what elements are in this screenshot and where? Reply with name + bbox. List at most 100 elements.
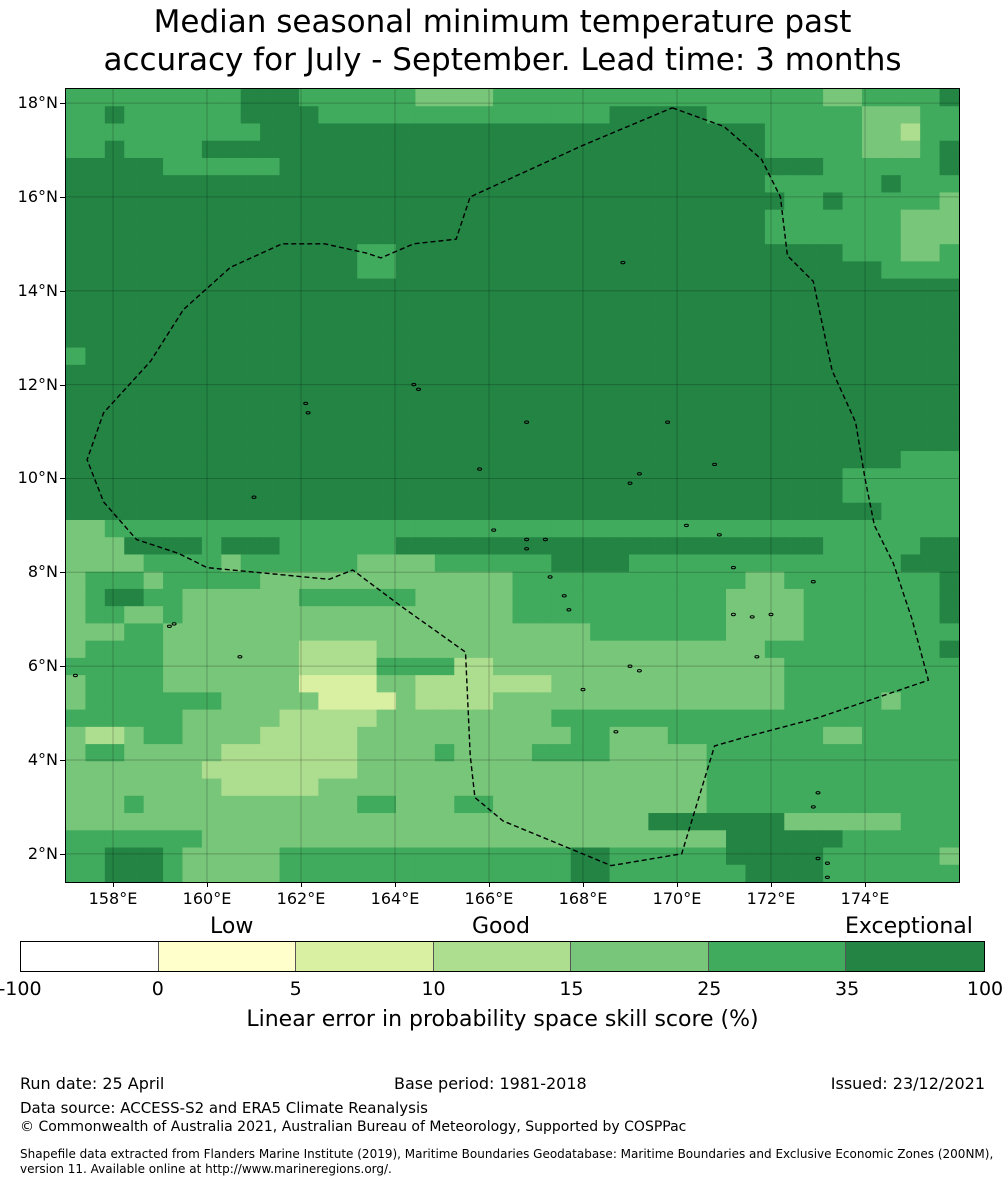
skill-cell [357,399,378,418]
skill-cell [628,106,649,125]
skill-cell [337,623,358,642]
skill-cell [240,347,261,366]
skill-cell [357,795,378,814]
skill-cell [881,261,902,280]
skill-cell [260,519,281,538]
skill-cell [726,502,747,521]
skill-cell [745,778,766,797]
skill-cell [861,778,882,797]
skill-cell [221,175,242,194]
skill-cell [861,106,882,125]
skill-cell [182,347,203,366]
skill-cell [745,744,766,762]
skill-cell [764,278,785,297]
skill-cell [764,830,785,849]
skill-cell [570,451,591,469]
skill-cell [531,813,552,831]
skill-cell [260,675,281,693]
skill-cell [881,364,902,383]
skill-cell [337,726,358,745]
skill-cell [881,537,902,556]
skill-cell [881,226,902,245]
skill-cell [706,226,727,245]
skill-cell [628,175,649,194]
skill-cell [745,192,766,211]
skill-cell [706,675,727,693]
skill-cell [706,175,727,194]
skill-cell [240,209,261,228]
skill-cell [939,123,959,142]
skill-cell [85,657,106,676]
skill-cell [298,451,319,469]
skill-cell [279,399,300,418]
latitude-tick [60,760,66,761]
skill-cell [298,744,319,762]
skill-cell [415,571,436,590]
skill-cell [163,502,184,521]
skill-cell [434,606,455,625]
island-outline [730,612,736,617]
skill-cell [920,451,941,469]
skill-cell [687,364,708,383]
skill-cell [415,588,436,607]
skill-cell [900,209,921,228]
skill-cell [143,744,164,762]
skill-cell [628,364,649,383]
skill-cell [357,519,378,538]
skill-cell [357,554,378,573]
skill-cell [182,554,203,573]
skill-cell [726,226,747,245]
skill-cell [628,847,649,866]
skill-cell [318,295,339,314]
skill-cell [648,502,669,521]
skill-cell [221,313,242,331]
skill-cell [396,795,417,814]
skill-cell [85,399,106,418]
skill-cell [66,382,87,400]
skill-cell [861,192,882,211]
skill-cell [221,830,242,849]
skill-cell [182,209,203,228]
skill-cell [124,657,145,676]
skill-cell [881,244,902,262]
skill-cell [337,261,358,280]
skill-cell [512,192,533,211]
skill-cell [279,606,300,625]
skill-cell [861,864,882,882]
skill-cell [784,692,805,711]
skill-cell [920,347,941,366]
skill-cell [823,244,844,262]
skill-cell [687,709,708,728]
skill-cell [512,588,533,607]
skill-cell [473,451,494,469]
skill-cell [260,295,281,314]
skill-cell [939,382,959,400]
skill-cell [454,606,475,625]
skill-cell [143,761,164,780]
island-outline [303,401,309,406]
skill-cell [784,330,805,349]
skill-cell [143,123,164,142]
skill-cell [609,778,630,797]
skill-cell [66,416,87,435]
skill-cell [939,675,959,693]
skill-cell [551,813,572,831]
skill-cell [473,571,494,590]
skill-cell [240,261,261,280]
skill-cell [260,451,281,469]
skill-cell [454,744,475,762]
skill-cell [531,192,552,211]
skill-cell [454,89,475,107]
skill-cell [667,657,688,676]
skill-cell [240,744,261,762]
skill-cell [279,588,300,607]
skill-cell [124,244,145,262]
skill-cell [104,692,125,711]
skill-cell [124,606,145,625]
skill-cell [823,795,844,814]
skill-cell [66,364,87,383]
skill-cell [590,813,611,831]
skill-cell [706,278,727,297]
skill-cell [163,89,184,107]
skill-cell [512,606,533,625]
